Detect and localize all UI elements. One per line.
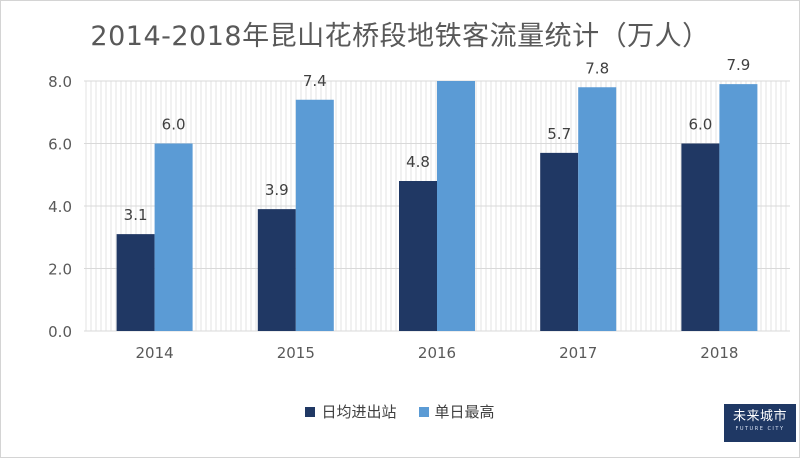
y-tick-label: 4.0 — [48, 198, 72, 216]
legend-swatch-series-1 — [305, 406, 316, 417]
y-tick-label: 2.0 — [48, 261, 72, 279]
data-label: 5.7 — [547, 125, 571, 143]
bar-series-2 — [437, 81, 475, 331]
legend-label-series-2: 单日最高 — [434, 403, 495, 421]
bar-series-2 — [719, 84, 758, 331]
future-city-logo: 未来城市 FUTURE CITY — [724, 404, 796, 442]
data-label: 7.8 — [585, 59, 609, 77]
legend-label-series-1: 日均进出站 — [321, 403, 397, 421]
bar-series-1 — [257, 209, 296, 331]
x-tick-label: 2016 — [418, 344, 456, 362]
chart-title: 2014-2018年昆山花桥段地铁客流量统计（万人） — [90, 21, 710, 52]
bar-series-2 — [578, 87, 617, 331]
data-label: 3.9 — [265, 181, 289, 199]
data-label: 6.0 — [162, 116, 186, 134]
bar-series-2 — [295, 99, 334, 331]
legend-item-series-1: 日均进出站 — [305, 401, 397, 422]
legend: 日均进出站 单日最高 — [0, 401, 800, 422]
logo-text: 未来城市 — [732, 409, 787, 424]
y-tick-label: 8.0 — [48, 73, 72, 91]
data-label: 6.0 — [688, 116, 712, 134]
bar-series-1 — [681, 143, 720, 331]
data-label: 3.1 — [124, 206, 148, 224]
data-label: 7.9 — [726, 56, 750, 74]
x-tick-label: 2018 — [700, 344, 738, 362]
bar-series-2 — [154, 143, 193, 331]
data-label: 7.4 — [303, 72, 327, 90]
bar-series-1 — [540, 152, 579, 331]
legend-item-series-2: 单日最高 — [418, 401, 495, 422]
y-tick-label: 6.0 — [48, 136, 72, 154]
legend-swatch-series-2 — [418, 406, 429, 417]
data-label: 4.8 — [406, 153, 430, 171]
x-tick-label: 2014 — [136, 344, 174, 362]
y-tick-label: 0.0 — [48, 323, 72, 341]
x-tick-label: 2015 — [277, 344, 315, 362]
bar-series-1 — [399, 181, 437, 331]
bar-series-1 — [116, 234, 155, 331]
x-tick-label: 2017 — [559, 344, 597, 362]
logo-subtext: FUTURE CITY — [735, 426, 785, 432]
